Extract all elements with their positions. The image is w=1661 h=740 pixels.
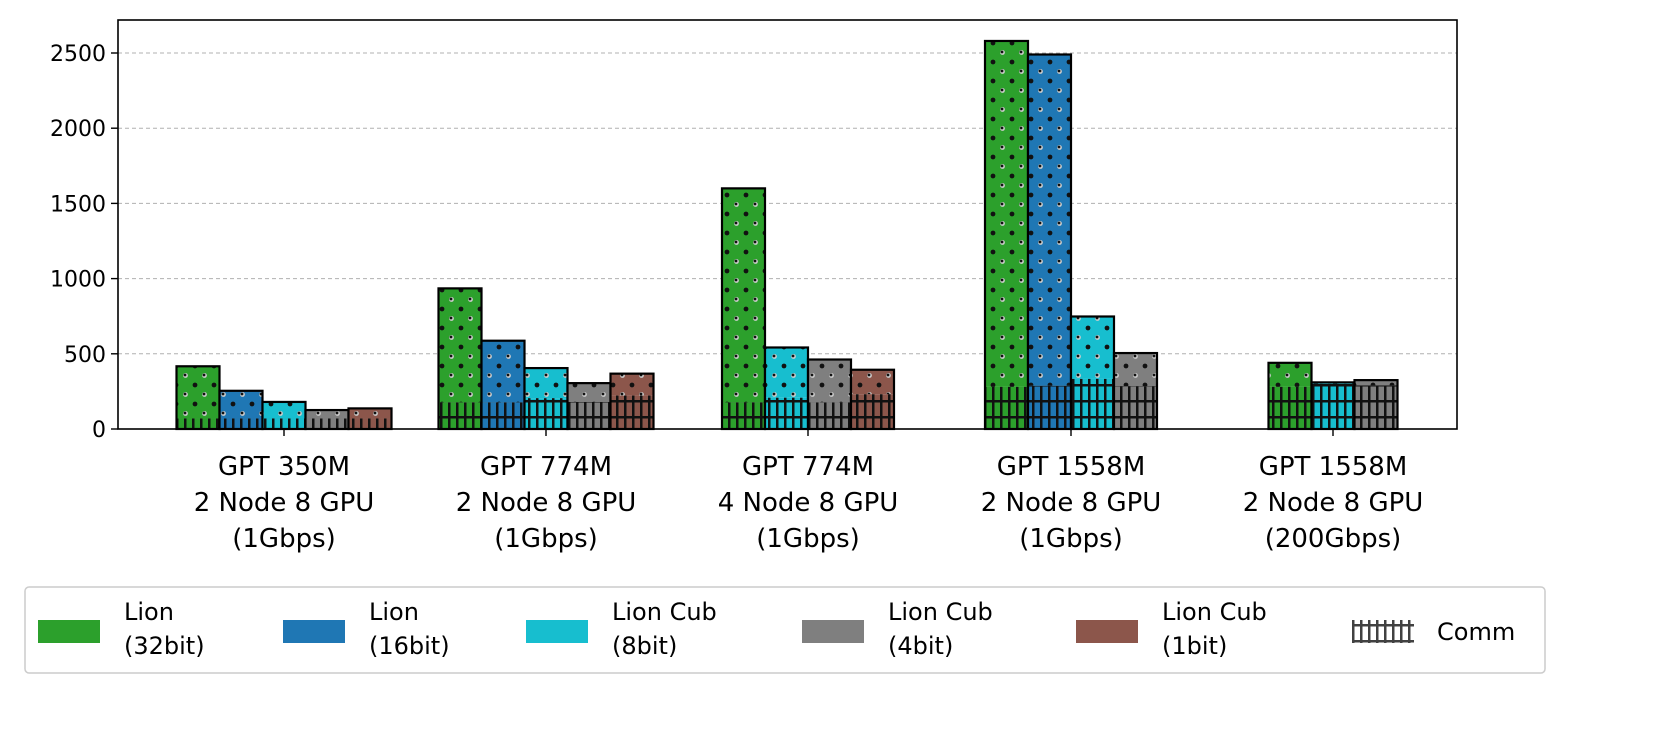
bar-comm-hatch bbox=[524, 398, 568, 429]
bar-compute-hatch bbox=[722, 188, 765, 403]
x-tick-label: GPT 774M bbox=[480, 452, 612, 482]
x-tick-label: (1Gbps) bbox=[1019, 524, 1123, 554]
bar-comm-hatch bbox=[1028, 385, 1071, 429]
x-tick-label: GPT 1558M bbox=[1259, 452, 1408, 482]
bar-comm-hatch bbox=[1114, 386, 1157, 429]
y-axis: 0 500 1000 1500 2000 2500 bbox=[50, 42, 118, 443]
legend-swatch bbox=[283, 620, 345, 643]
gridlines bbox=[118, 52, 1457, 355]
bar-compute-hatch bbox=[1071, 316, 1114, 379]
bar-comm-hatch bbox=[808, 402, 851, 429]
legend-label: Lion Cub bbox=[1162, 598, 1267, 626]
legend-label: (32bit) bbox=[124, 632, 205, 660]
bar-compute-hatch bbox=[348, 408, 392, 419]
bar-comm-hatch bbox=[765, 397, 808, 429]
x-tick-label: (1Gbps) bbox=[494, 524, 598, 554]
y-tick-label: 0 bbox=[92, 418, 106, 443]
bar-compute-hatch bbox=[262, 401, 306, 419]
bar-comm-hatch bbox=[610, 395, 654, 429]
bar-comm-hatch bbox=[348, 418, 392, 429]
legend-label: Lion bbox=[124, 598, 174, 626]
legend-swatch bbox=[802, 620, 864, 643]
y-tick-label: 2000 bbox=[50, 117, 106, 142]
legend-label: (1bit) bbox=[1162, 632, 1227, 660]
legend-frame bbox=[24, 586, 1546, 674]
x-tick-label: GPT 774M bbox=[742, 452, 874, 482]
bar-comm-hatch bbox=[1071, 378, 1114, 429]
bar-compute-hatch bbox=[1354, 380, 1398, 386]
x-axis: GPT 350M 2 Node 8 GPU (1Gbps) GPT 774M 2 Nod… bbox=[194, 429, 1424, 554]
bar-comm-hatch bbox=[567, 401, 611, 429]
legend-label: Lion bbox=[369, 598, 419, 626]
y-tick-label: 1500 bbox=[50, 192, 106, 217]
bar-compute-hatch bbox=[985, 40, 1028, 387]
bar-compute-hatch bbox=[1028, 54, 1071, 386]
bar-comm-hatch bbox=[262, 418, 306, 429]
bar-compute-hatch bbox=[567, 383, 611, 402]
x-tick-label: GPT 350M bbox=[218, 452, 350, 482]
x-tick-label: 4 Node 8 GPU bbox=[718, 488, 899, 518]
bar-compute-hatch bbox=[438, 288, 482, 403]
bar-compute-hatch bbox=[1114, 353, 1157, 387]
x-tick-label: 2 Node 8 GPU bbox=[1243, 488, 1424, 518]
legend-label: (16bit) bbox=[369, 632, 450, 660]
legend-swatch-comm bbox=[1352, 620, 1414, 643]
y-tick-label: 2500 bbox=[50, 42, 106, 67]
bar-comm-hatch bbox=[1268, 386, 1312, 429]
bar-comm-hatch bbox=[438, 402, 482, 429]
legend: Lion (32bit) Lion (16bit) Lion Cub (8bit) Lion… bbox=[24, 586, 1546, 674]
legend-swatch bbox=[1076, 620, 1138, 643]
bar-compute-hatch bbox=[305, 410, 349, 419]
bar-compute-hatch bbox=[481, 340, 525, 403]
bar-compute-hatch bbox=[765, 347, 808, 398]
bar-compute-hatch bbox=[851, 369, 894, 395]
x-tick-label: (1Gbps) bbox=[232, 524, 336, 554]
x-tick-label: (1Gbps) bbox=[756, 524, 860, 554]
legend-label-comm: Comm bbox=[1437, 618, 1515, 646]
x-tick-label: (200Gbps) bbox=[1265, 524, 1402, 554]
bar-comm-hatch bbox=[851, 394, 894, 429]
bar-comm-hatch bbox=[1311, 383, 1355, 429]
bar-comm-hatch bbox=[722, 402, 765, 429]
bar-compute-hatch bbox=[1268, 362, 1312, 387]
bar-comm-hatch bbox=[305, 418, 349, 429]
bars bbox=[175, 39, 1399, 431]
x-tick-label: GPT 1558M bbox=[997, 452, 1146, 482]
bar-comm-hatch bbox=[481, 402, 525, 429]
x-tick-label: 2 Node 8 GPU bbox=[194, 488, 375, 518]
y-tick-label: 500 bbox=[64, 343, 106, 368]
legend-swatch bbox=[38, 620, 100, 643]
bar-compute-hatch bbox=[610, 373, 654, 396]
bar-comm-hatch bbox=[1354, 385, 1398, 429]
legend-label: (8bit) bbox=[612, 632, 677, 660]
plot-frame bbox=[117, 19, 1458, 430]
legend-label: (4bit) bbox=[888, 632, 953, 660]
bar-compute-hatch bbox=[808, 359, 851, 403]
x-tick-label: 2 Node 8 GPU bbox=[456, 488, 637, 518]
x-tick-label: 2 Node 8 GPU bbox=[981, 488, 1162, 518]
legend-label: Lion Cub bbox=[888, 598, 993, 626]
bar-compute-hatch bbox=[524, 368, 568, 399]
y-tick-label: 1000 bbox=[50, 268, 106, 293]
bar-comm-hatch bbox=[176, 418, 220, 429]
legend-label: Lion Cub bbox=[612, 598, 717, 626]
bar-compute-hatch bbox=[219, 390, 263, 419]
bar-comm-hatch bbox=[985, 386, 1028, 429]
bar-comm-hatch bbox=[219, 418, 263, 429]
bar-compute-hatch bbox=[176, 366, 220, 419]
legend-swatch bbox=[526, 620, 588, 643]
